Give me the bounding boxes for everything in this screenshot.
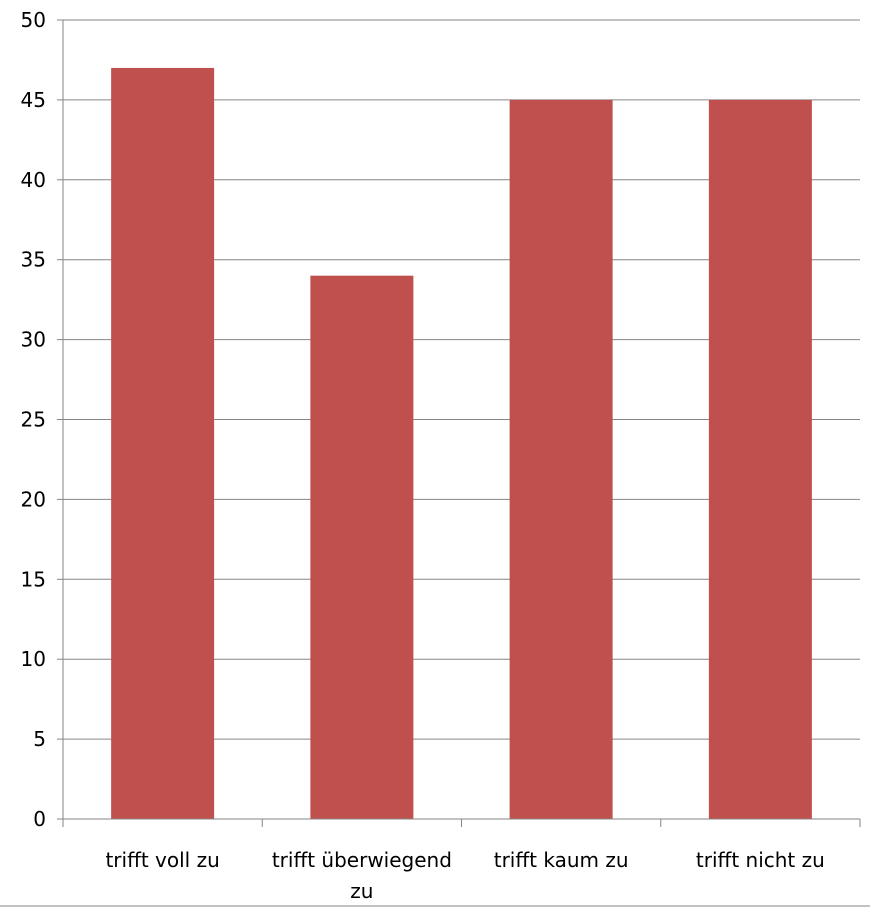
bar <box>708 99 812 819</box>
axis-labels: 0 5 10 15 20 25 30 35 40 45 50 trifft voll zu trifft… <box>21 8 825 903</box>
x-tick-label: trifft kaum zu <box>494 848 629 872</box>
y-tick-label: 50 <box>21 8 46 32</box>
y-tick-label: 35 <box>21 248 46 272</box>
y-tick-label: 25 <box>21 408 46 432</box>
x-tick-label: trifft überwiegend zu <box>272 848 452 903</box>
bar <box>111 67 215 819</box>
y-tick-label: 45 <box>21 88 46 112</box>
y-tick-label: 0 <box>33 807 46 831</box>
bar <box>310 275 414 819</box>
y-tick-label: 15 <box>21 567 46 591</box>
y-tick-label: 10 <box>21 647 46 671</box>
bar <box>509 99 613 819</box>
x-tick-label: trifft nicht zu <box>696 848 825 872</box>
y-tick-label: 20 <box>21 487 46 511</box>
bars <box>111 67 812 819</box>
x-tick-label: trifft voll zu <box>105 848 219 872</box>
y-tick-label: 30 <box>21 328 46 352</box>
y-tick-label: 5 <box>33 727 46 751</box>
y-tick-label: 40 <box>21 168 46 192</box>
axes <box>0 19 870 907</box>
